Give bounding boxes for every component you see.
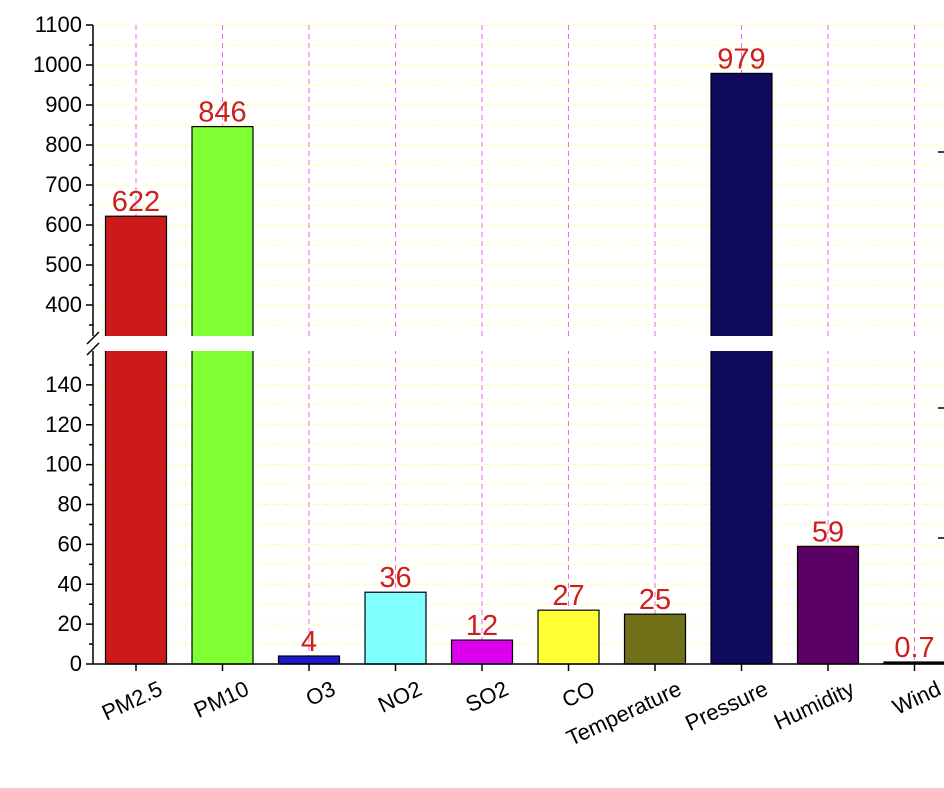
y-tick-label: 1100 (35, 12, 82, 37)
x-tick-label: SO2 (462, 676, 512, 717)
y-tick-label: 1000 (33, 52, 82, 77)
break-gap (81, 336, 944, 351)
data-label: 846 (198, 97, 246, 129)
data-label: 0.7 (894, 632, 934, 664)
data-label: 36 (379, 562, 411, 594)
x-tick-label: Wind (889, 676, 944, 720)
y-tick-label: 120 (45, 412, 82, 437)
x-tick-label: CO (558, 676, 598, 713)
bar (537, 609, 600, 665)
y-tick-label: 60 (58, 531, 82, 556)
x-tick-label: O3 (302, 676, 339, 711)
x-tick-label: PM2.5 (98, 676, 166, 726)
axes: 0 20 40 60 80 100 120 140 400 500 600 700 800 900 1000… (33, 12, 944, 676)
y-tick-label: 600 (45, 212, 82, 237)
y-tick-label: 80 (58, 492, 82, 517)
axis-break (81, 331, 944, 356)
y-tick-label: 40 (58, 571, 82, 596)
x-tick-label: Pressure (681, 676, 771, 736)
y-tick-label: 400 (45, 292, 82, 317)
data-label: 979 (717, 43, 765, 75)
y-tick-label: 20 (58, 611, 82, 636)
y-tick-label: 100 (45, 452, 82, 477)
data-label: 27 (552, 580, 584, 612)
bar (450, 639, 514, 665)
bars (104, 72, 944, 665)
bar (191, 125, 254, 665)
y-tick-label: 140 (45, 372, 82, 397)
break-mark (86, 342, 100, 356)
bar (623, 613, 687, 665)
y-tick-label: 500 (45, 252, 82, 277)
break-mark (86, 331, 100, 345)
y-tick-label: 0 (70, 651, 82, 676)
bar (364, 591, 427, 665)
data-label: 4 (301, 626, 317, 658)
bar (710, 72, 773, 665)
y-tick-label: 700 (45, 172, 82, 197)
data-label: 25 (639, 584, 671, 616)
x-tick-label: PM10 (190, 676, 253, 723)
y-tick-label: 800 (45, 132, 82, 157)
x-tick-label: Humidity (770, 676, 858, 735)
data-label: 622 (112, 186, 160, 218)
bar (796, 545, 860, 665)
data-label: 59 (812, 516, 844, 548)
x-tick-label: NO2 (374, 676, 426, 718)
bar (104, 215, 168, 665)
y-tick-label: 900 (45, 92, 82, 117)
data-label: 12 (466, 610, 498, 642)
